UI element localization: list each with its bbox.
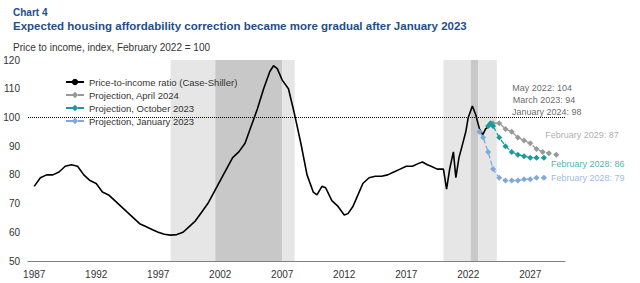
svg-text:Projection, October 2023: Projection, October 2023	[89, 103, 194, 114]
svg-text:80: 80	[9, 169, 21, 180]
svg-text:February 2029: 87: February 2029: 87	[545, 130, 619, 140]
svg-text:1987: 1987	[23, 269, 46, 280]
svg-text:2002: 2002	[209, 269, 232, 280]
svg-text:Price-to-income ratio (Case-Sh: Price-to-income ratio (Case-Shiller)	[89, 77, 237, 88]
svg-text:70: 70	[9, 198, 21, 209]
svg-text:February 2028: 86: February 2028: 86	[551, 159, 625, 169]
svg-text:2022: 2022	[457, 269, 480, 280]
svg-text:Price to income, index, Februa: Price to income, index, February 2022 = …	[13, 42, 210, 53]
svg-text:Projection, January 2023: Projection, January 2023	[89, 115, 195, 127]
svg-text:90: 90	[9, 141, 21, 152]
svg-text:1997: 1997	[147, 269, 170, 280]
svg-text:120: 120	[3, 55, 20, 66]
svg-text:2017: 2017	[395, 269, 418, 280]
svg-text:March 2023: 94: March 2023: 94	[513, 95, 576, 105]
svg-text:50: 50	[9, 256, 21, 267]
svg-text:May 2022: 104: May 2022: 104	[512, 83, 572, 93]
svg-text:Projection, April 2024: Projection, April 2024	[89, 90, 179, 101]
svg-text:February 2028: 79: February 2028: 79	[551, 173, 625, 183]
svg-text:2027: 2027	[519, 269, 542, 280]
svg-text:110: 110	[4, 83, 20, 94]
svg-text:100: 100	[3, 112, 20, 123]
svg-text:January 2024: 98: January 2024: 98	[512, 107, 582, 117]
svg-text:Expected housing affordability: Expected housing affordability correctio…	[13, 20, 467, 32]
svg-text:60: 60	[9, 227, 21, 238]
svg-text:Chart 4: Chart 4	[13, 7, 48, 18]
svg-text:2007: 2007	[271, 269, 294, 280]
svg-text:2012: 2012	[333, 269, 356, 280]
svg-text:1992: 1992	[85, 269, 108, 280]
